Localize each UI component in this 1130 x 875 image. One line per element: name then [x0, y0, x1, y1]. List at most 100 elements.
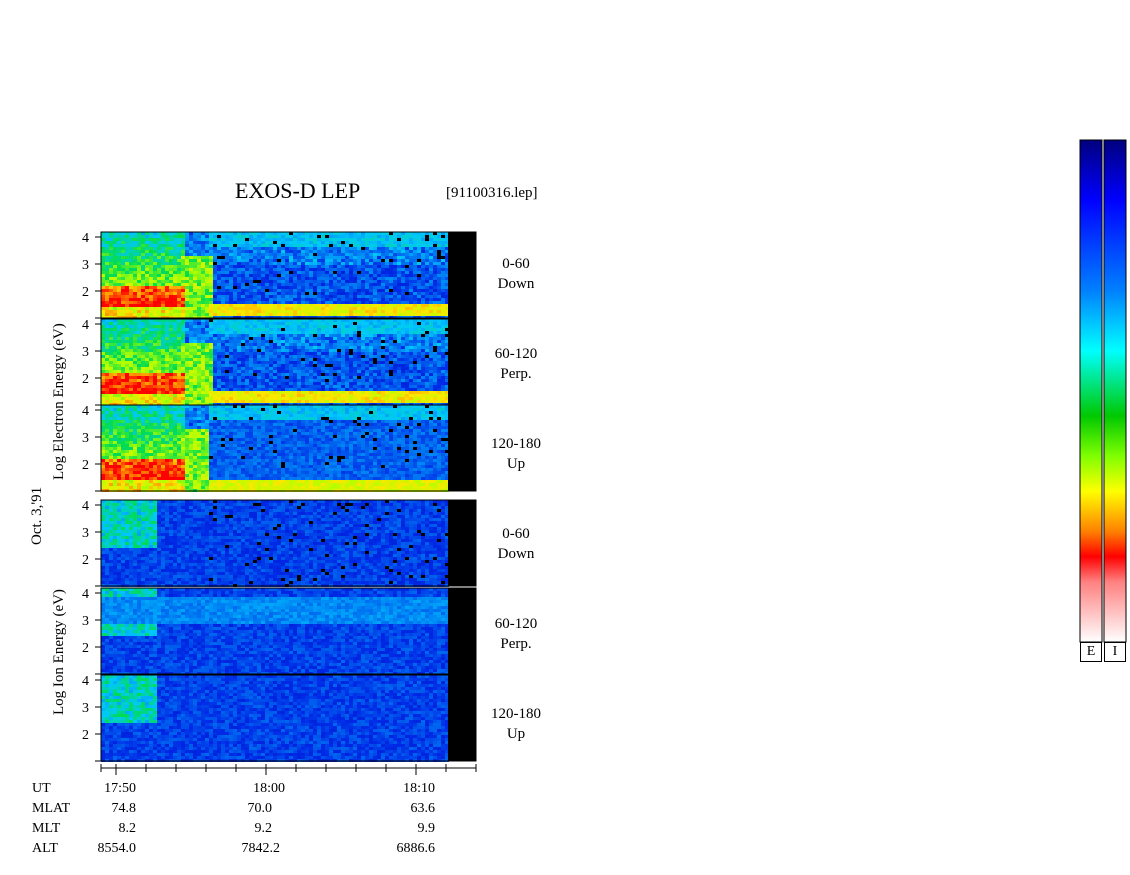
heatmap-cell — [113, 322, 117, 325]
heatmap-cell — [297, 376, 301, 379]
heatmap-cell — [345, 355, 349, 358]
heatmap-cell — [109, 292, 113, 295]
heatmap-cell — [257, 364, 261, 367]
heatmap-cell — [197, 385, 201, 388]
heatmap-cell — [217, 394, 221, 397]
heatmap-cell — [185, 400, 189, 403]
heatmap-cell — [373, 271, 377, 274]
heatmap-cell — [393, 301, 397, 304]
heatmap-cell — [153, 280, 157, 283]
heatmap-cell — [105, 250, 109, 253]
heatmap-cell — [297, 328, 301, 331]
heatmap-cell — [405, 289, 409, 292]
heatmap-cell — [205, 337, 209, 340]
heatmap-cell — [377, 334, 381, 337]
heatmap-cell — [433, 256, 437, 259]
heatmap-cell — [129, 304, 133, 307]
heatmap-cell — [389, 385, 393, 388]
heatmap-cell — [217, 379, 221, 382]
heatmap-cell — [261, 376, 265, 379]
heatmap-cell — [137, 280, 141, 283]
heatmap-cell — [313, 313, 317, 316]
heatmap-cell — [313, 322, 317, 325]
heatmap-cell — [341, 376, 345, 379]
heatmap-cell — [425, 367, 429, 370]
heatmap-cell — [305, 241, 309, 244]
heatmap-cell — [261, 241, 265, 244]
heatmap-cell — [105, 301, 109, 304]
heatmap-cell — [313, 298, 317, 301]
heatmap-cell — [129, 334, 133, 337]
heatmap-cell — [181, 349, 185, 352]
heatmap-cell — [409, 358, 413, 361]
heatmap-cell — [257, 289, 261, 292]
heatmap-cell — [405, 349, 409, 352]
heatmap-cell — [153, 310, 157, 313]
heatmap-cell — [125, 301, 129, 304]
heatmap-cell — [317, 235, 321, 238]
heatmap-cell — [129, 271, 133, 274]
heatmap-cell — [317, 277, 321, 280]
heatmap-cell — [133, 253, 137, 256]
heatmap-cell — [121, 244, 125, 247]
heatmap-cell — [233, 232, 237, 235]
heatmap-cell — [313, 232, 317, 235]
heatmap-cell — [273, 262, 277, 265]
heatmap-cell — [205, 328, 209, 331]
heatmap-cell — [101, 253, 105, 256]
heatmap-cell — [221, 385, 225, 388]
heatmap-cell — [325, 304, 329, 307]
heatmap-cell — [297, 397, 301, 400]
heatmap-cell — [413, 271, 417, 274]
heatmap-cell — [325, 277, 329, 280]
heatmap-cell — [201, 388, 205, 391]
heatmap-cell — [177, 397, 181, 400]
chart-title: EXOS-D LEP — [235, 178, 361, 203]
heatmap-cell — [101, 238, 105, 241]
heatmap-cell — [213, 379, 217, 382]
heatmap-cell — [341, 370, 345, 373]
heatmap-cell — [173, 262, 177, 265]
heatmap-cell — [389, 367, 393, 370]
heatmap-cell — [381, 235, 385, 238]
heatmap-cell — [101, 241, 105, 244]
heatmap-cell — [233, 295, 237, 298]
heatmap-cell — [357, 235, 361, 238]
heatmap-cell — [405, 304, 409, 307]
heatmap-cell — [441, 274, 445, 277]
heatmap-cell — [233, 388, 237, 391]
heatmap-cell — [221, 304, 225, 307]
heatmap-cell — [321, 292, 325, 295]
heatmap-cell — [317, 376, 321, 379]
heatmap-cell — [313, 391, 317, 394]
heatmap-cell — [397, 358, 401, 361]
heatmap-cell — [161, 262, 165, 265]
heatmap-cell — [217, 280, 221, 283]
heatmap-cell — [193, 265, 197, 268]
heatmap-cell — [361, 310, 365, 313]
heatmap-cell — [341, 274, 345, 277]
heatmap-cell — [421, 286, 425, 289]
heatmap-cell — [409, 244, 413, 247]
heatmap-cell — [217, 346, 221, 349]
heatmap-cell — [433, 253, 437, 256]
heatmap-cell — [209, 265, 213, 268]
heatmap-cell — [241, 328, 245, 331]
heatmap-cell — [113, 286, 117, 289]
heatmap-cell — [385, 349, 389, 352]
heatmap-cell — [129, 289, 133, 292]
heatmap-cell — [213, 307, 217, 310]
heatmap-cell — [193, 334, 197, 337]
heatmap-cell — [353, 352, 357, 355]
heatmap-cell — [137, 256, 141, 259]
heatmap-cell — [249, 313, 253, 316]
heatmap-cell — [157, 280, 161, 283]
heatmap-cell — [205, 367, 209, 370]
heatmap-cell — [385, 241, 389, 244]
heatmap-cell — [217, 277, 221, 280]
heatmap-cell — [153, 358, 157, 361]
heatmap-cell — [217, 298, 221, 301]
heatmap-cell — [297, 388, 301, 391]
heatmap-cell — [297, 289, 301, 292]
heatmap-cell — [285, 331, 289, 334]
